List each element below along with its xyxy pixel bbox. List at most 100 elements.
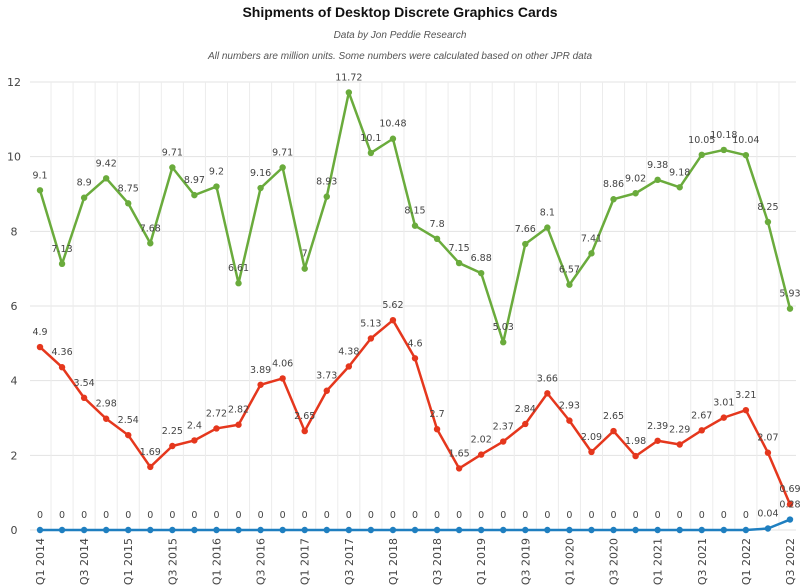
series-3-data-label: 0 [125, 510, 131, 521]
x-tick-label: Q1 2014 [34, 538, 47, 585]
series-3-point [191, 526, 198, 534]
series-1-point [786, 305, 794, 312]
y-tick-label: 10 [7, 151, 21, 164]
series-2-point [477, 451, 485, 458]
series-3-data-label: 0 [478, 510, 484, 521]
series-2-point [632, 452, 639, 460]
series-1-data-label: 10.1 [360, 133, 381, 144]
x-tick-label: Q1 2016 [210, 538, 223, 585]
series-1-point [279, 164, 286, 171]
series-2-data-label: 1.65 [449, 448, 470, 459]
series-3-point [235, 526, 242, 534]
series-1-point [477, 269, 485, 277]
x-tick-label: Q1 2021 [652, 538, 665, 585]
series-1-point [169, 164, 176, 171]
series-2-data-label: 0.69 [779, 484, 800, 495]
series-2-point [257, 381, 264, 388]
series-2-data-label: 2.02 [471, 435, 492, 446]
series-1-data-label: 10.05 [688, 135, 715, 146]
series-3-data-label: 0 [544, 510, 550, 521]
series-1-point [764, 218, 772, 226]
series-3-data-label: 0 [434, 510, 440, 521]
series-1-point [411, 222, 419, 229]
series-2-point [191, 437, 198, 444]
series-1-data-label: 10.04 [732, 135, 759, 146]
series-2-data-label: 2.65 [603, 411, 624, 422]
series-3-data-label: 0 [721, 510, 727, 521]
series-3-point [742, 526, 750, 534]
series-3-data-label: 0 [566, 510, 572, 521]
series-2-point [764, 449, 772, 456]
series-3-point [213, 526, 220, 534]
series-3-point [279, 526, 286, 534]
series-2-data-label: 4.06 [272, 358, 293, 369]
series-3-point [610, 526, 617, 534]
series-3-point [389, 526, 397, 534]
series-3-point [455, 526, 463, 534]
series-1-point [698, 151, 705, 158]
series-3-data-label: 0 [169, 510, 175, 521]
series-2-data-label: 2.65 [294, 411, 315, 422]
series-2-data-label: 4.9 [32, 327, 47, 338]
series-2-point [500, 438, 507, 445]
series-1-data-label: 8.93 [316, 177, 337, 188]
x-tick-label: Q1 2015 [122, 538, 135, 585]
series-2-point [522, 420, 529, 428]
series-1-data-label: 6.88 [471, 253, 492, 264]
series-1-point [36, 187, 44, 194]
series-3-data-label: 0 [368, 510, 374, 521]
y-tick-label: 4 [11, 375, 18, 388]
series-3-point [323, 526, 330, 534]
series-1-point [257, 184, 264, 192]
series-3-point [588, 526, 595, 534]
series-2-point [235, 421, 242, 428]
series-1-data-label: 8.1 [540, 208, 555, 219]
series-1-data-label: 8.9 [77, 178, 92, 189]
series-2-data-label: 2.37 [493, 422, 514, 433]
series-2-point [654, 437, 661, 444]
y-tick-label: 12 [7, 76, 21, 89]
series-3-point [301, 526, 308, 534]
series-3-point [720, 526, 728, 534]
series-2-data-label: 1.69 [140, 447, 161, 458]
series-2-data-label: 5.62 [382, 300, 403, 311]
series-1-data-label: 9.71 [272, 147, 293, 158]
series-1-point [588, 250, 595, 257]
series-2-data-label: 3.01 [713, 398, 734, 409]
chart-title: Shipments of Desktop Discrete Graphics C… [242, 4, 558, 20]
series-1-point [654, 176, 661, 184]
series-3-data-label: 0 [213, 510, 219, 521]
series-3-data-label: 0 [258, 510, 264, 521]
series-3-point [544, 526, 551, 534]
series-3-data-label: 0 [81, 510, 87, 521]
series-1-data-label: 8.86 [603, 179, 624, 190]
series-2-data-label: 2.84 [515, 404, 536, 415]
y-tick-label: 0 [11, 524, 18, 537]
series-2-point [80, 394, 88, 402]
x-tick-label: Q1 2020 [563, 538, 576, 585]
series-1-point [323, 193, 330, 200]
series-3-data-label: 0 [456, 510, 462, 521]
series-3-point [367, 526, 375, 534]
series-1-point [566, 281, 573, 288]
series-1-data-label: 7.68 [140, 223, 161, 234]
series-2-data-label: 4.6 [407, 338, 422, 349]
series-2-point [433, 426, 441, 433]
series-2-data-label: 2.98 [96, 399, 117, 410]
series-3-point [566, 526, 573, 534]
x-tick-label: Q1 2018 [387, 538, 400, 585]
series-3-data-label: 0 [147, 510, 153, 521]
series-2-point [125, 431, 132, 439]
series-2-data-label: 2.93 [559, 401, 580, 412]
series-2-point [411, 355, 419, 362]
series-2-point [36, 343, 44, 351]
x-tick-label: Q3 2016 [255, 538, 268, 585]
series-2-point [213, 425, 220, 432]
series-3-data-label: 0.04 [757, 509, 778, 520]
series-1-data-label: 6.61 [228, 263, 249, 274]
series-2-data-label: 3.66 [537, 373, 558, 384]
series-1-data-label: 9.42 [96, 158, 117, 169]
series-3-point [125, 526, 132, 534]
series-2-data-label: 3.89 [250, 365, 271, 376]
series-3-point [786, 516, 794, 523]
